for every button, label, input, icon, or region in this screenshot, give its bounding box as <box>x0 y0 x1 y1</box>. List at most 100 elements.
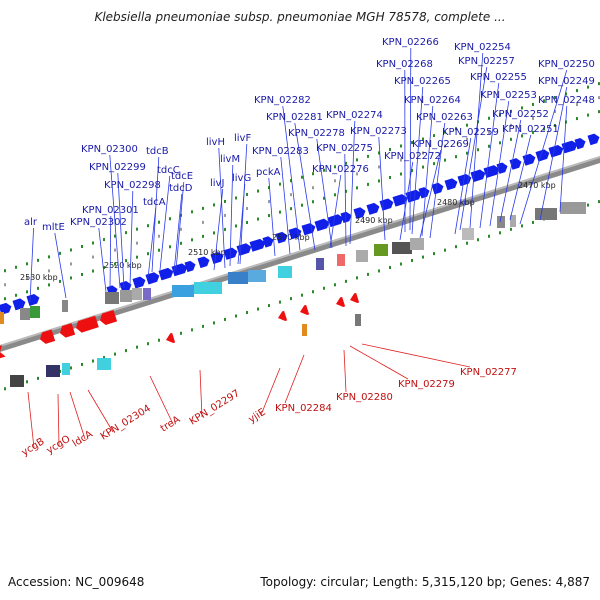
forward-gene-arrow <box>405 189 422 203</box>
feature-block <box>248 270 266 282</box>
track-dot <box>37 376 39 380</box>
track-dot <box>158 220 160 224</box>
forward-gene-arrow <box>379 198 394 211</box>
track-dot <box>323 168 325 172</box>
reverse-gene-shape <box>100 309 118 326</box>
forward-gene-shape <box>119 281 132 293</box>
track-dot <box>213 321 215 325</box>
track-dot <box>246 221 248 225</box>
forward-gene-label: KPN_02273 <box>350 126 407 137</box>
forward-gene-label: KPN_02301 <box>82 205 139 216</box>
scale-tick <box>4 283 6 287</box>
forward-label-leader <box>479 82 500 229</box>
forward-gene-label: KPN_02272 <box>384 151 441 162</box>
track-dot <box>356 158 358 162</box>
forward-gene-shape <box>444 178 458 191</box>
track-dot <box>235 196 237 200</box>
scale-tick <box>378 165 380 169</box>
forward-gene-arrow <box>314 218 330 232</box>
track-dot <box>125 231 127 235</box>
forward-gene-label: tdcC <box>157 165 180 176</box>
reverse-gene-shape <box>300 304 310 315</box>
track-dot <box>378 179 380 183</box>
track-dot <box>26 262 28 266</box>
track-dot <box>202 234 204 238</box>
forward-gene-label: KPN_02274 <box>326 110 383 121</box>
track-dot <box>455 155 457 159</box>
accession-label: Accession: NC_009648 <box>8 575 145 589</box>
scale-tick <box>268 200 270 204</box>
scale-tick <box>202 220 204 224</box>
forward-gene-shape <box>145 272 160 285</box>
forward-gene-arrow <box>587 133 600 146</box>
forward-gene-arrow <box>0 302 12 315</box>
reverse-gene-arrow <box>278 310 288 321</box>
scale-tick <box>598 96 600 100</box>
track-dot <box>92 241 94 245</box>
forward-gene-label: mltE <box>42 222 65 233</box>
forward-label-leader <box>489 100 510 227</box>
track-dot <box>543 99 545 103</box>
reverse-gene-arrow <box>300 304 310 315</box>
forward-label-leader <box>459 66 488 231</box>
forward-label-leader <box>411 86 424 235</box>
forward-gene-shape <box>366 202 380 215</box>
forward-gene-label: alr <box>24 217 38 228</box>
reverse-gene-label: KPN_02279 <box>398 379 455 390</box>
track-dot <box>576 89 578 93</box>
track-dot <box>301 203 303 207</box>
forward-label-leader <box>109 215 112 291</box>
reverse-label-leader <box>361 343 471 368</box>
reverse-gene-shape <box>278 310 288 321</box>
feature-block <box>97 358 111 370</box>
forward-gene-label: KPN_02281 <box>266 112 323 123</box>
reverse-label-leader <box>27 391 35 449</box>
forward-label-leader <box>117 172 125 289</box>
track-dot <box>48 255 50 259</box>
reverse-label-leader <box>343 349 347 393</box>
forward-gene-label: KPN_02268 <box>376 59 433 70</box>
scale-tick <box>400 158 402 162</box>
reverse-gene-shape <box>0 345 6 360</box>
forward-gene-arrow <box>275 231 288 244</box>
track-dot <box>587 85 589 89</box>
scale-tick <box>554 109 556 113</box>
forward-label-leader <box>419 149 442 239</box>
forward-gene-shape <box>236 243 252 256</box>
feature-block <box>0 312 4 324</box>
track-dot <box>444 158 446 162</box>
track-dot <box>499 231 501 235</box>
track-dot <box>180 331 182 335</box>
reverse-label-leader <box>57 393 60 447</box>
forward-gene-shape <box>457 173 472 187</box>
track-dot <box>70 248 72 252</box>
forward-label-leader <box>509 134 532 221</box>
forward-gene-label: KPN_02283 <box>252 146 309 157</box>
forward-gene-arrow <box>197 256 210 269</box>
feature-block <box>535 208 557 220</box>
track-dot <box>565 92 567 96</box>
track-dot <box>334 193 336 197</box>
track-dot <box>389 175 391 179</box>
track-dot <box>510 227 512 231</box>
track-dot <box>488 144 490 148</box>
scale-tick <box>312 186 314 190</box>
reverse-gene-label: KPN_02304 <box>99 403 153 442</box>
forward-gene-shape <box>587 133 600 146</box>
track-dot <box>598 82 600 86</box>
reverse-gene-arrow <box>100 309 118 326</box>
reverse-gene-arrow <box>166 332 176 343</box>
scale-tick <box>136 241 138 245</box>
track-dot <box>532 130 534 134</box>
feature-block <box>30 306 40 318</box>
forward-gene-label: livH <box>206 137 225 148</box>
forward-label-leader <box>218 147 226 269</box>
track-dot <box>301 175 303 179</box>
track-dot <box>4 387 6 391</box>
scale-tick <box>246 207 248 211</box>
forward-gene-label: KPN_02263 <box>416 112 473 123</box>
forward-gene-arrow <box>548 144 564 158</box>
forward-gene-label: tdcB <box>146 146 169 157</box>
reverse-label-leader <box>260 367 281 416</box>
